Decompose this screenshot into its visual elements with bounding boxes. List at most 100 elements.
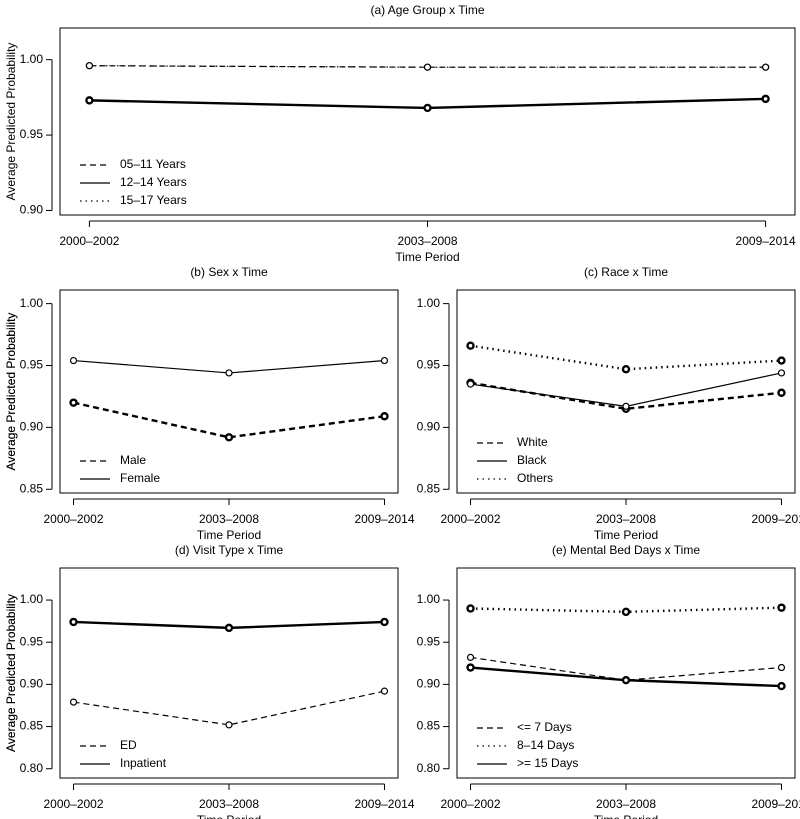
panel: (e) Mental Bed Days x Time Time Period Ave…: [4, 543, 800, 819]
y-tick-label: 0.85: [417, 481, 441, 495]
x-tick-label: 2000–2002: [440, 512, 500, 526]
plot-frame: [59, 289, 399, 494]
point: [85, 96, 94, 105]
y-tick-label: 0.95: [417, 358, 441, 372]
plot-frame: [456, 289, 796, 494]
plot-frame: [59, 27, 796, 216]
point: [466, 604, 475, 613]
x-tick-label: 2009–2014: [736, 234, 796, 248]
x-tick-label: 2000–2002: [43, 512, 103, 526]
panel-title: (a) Age Group x Time: [370, 3, 484, 17]
point: [466, 663, 475, 672]
point: [621, 607, 631, 617]
point: [466, 653, 475, 661]
x-tick-label: 2009–2014: [354, 512, 414, 526]
point: [380, 687, 389, 695]
y-tick-label: 1.00: [417, 592, 441, 606]
y-tick-label: 1.00: [20, 52, 44, 66]
x-tick-label: 2009–2014: [751, 797, 800, 811]
point: [380, 356, 389, 365]
panel-title: (c) Race x Time: [584, 265, 668, 279]
y-tick-label: 0.90: [20, 203, 44, 217]
point: [761, 63, 770, 71]
series-line: [470, 606, 782, 614]
series-line: [470, 656, 782, 681]
x-tick-label: 2009–2014: [751, 512, 800, 526]
point: [777, 369, 786, 377]
plot-frame: [59, 567, 399, 779]
y-tick-label: 0.85: [417, 719, 441, 733]
panel: (c) Race x Time Time Period Average Predic…: [4, 265, 800, 542]
x-tick-label: 2000–2002: [440, 797, 500, 811]
y-tick-label: 0.80: [417, 761, 441, 775]
y-axis-title: Average Predicted Probability: [4, 43, 18, 201]
y-axis-title: Average Predicted Probability: [4, 313, 18, 471]
y-tick-label: 0.90: [417, 420, 441, 434]
point: [225, 369, 233, 377]
point: [622, 402, 630, 410]
legend-label: ED: [120, 738, 137, 752]
point: [423, 63, 432, 71]
x-tick-label: 2003–2008: [199, 797, 259, 811]
series-line: [73, 401, 385, 439]
point: [777, 603, 786, 612]
panel: (a) Age Group x Time Time Period Average P…: [4, 3, 796, 264]
legend-label: Male: [120, 453, 146, 467]
y-tick-label: 0.80: [20, 761, 44, 775]
x-tick-label: 2003–2008: [199, 512, 259, 526]
x-axis-title: Time Period: [197, 813, 261, 819]
legend-label: <= 7 Days: [517, 720, 572, 734]
y-axis-title: Average Predicted Probability: [4, 313, 18, 471]
y-axis-title: Average Predicted Probability: [4, 594, 18, 752]
x-axis-title: Time Period: [594, 528, 658, 542]
point: [777, 681, 786, 691]
y-tick-label: 0.85: [20, 719, 44, 733]
point: [761, 94, 770, 104]
point: [224, 433, 234, 442]
point: [466, 380, 475, 388]
y-tick-label: 0.90: [417, 677, 441, 691]
x-axis-title: Time Period: [197, 528, 261, 542]
panel-title: (e) Mental Bed Days x Time: [552, 543, 700, 557]
legend-label: 8–14 Days: [517, 738, 574, 752]
series-line: [89, 65, 766, 68]
legend-label: 15–17 Years: [120, 193, 187, 207]
panel: (d) Visit Type x Time Time Period Average …: [4, 543, 415, 819]
y-tick-label: 0.95: [417, 634, 441, 648]
point: [777, 388, 786, 397]
y-tick-label: 1.00: [20, 592, 44, 606]
legend-label: White: [517, 435, 548, 449]
y-tick-label: 1.00: [417, 296, 441, 310]
legend-label: Female: [120, 471, 160, 485]
point: [69, 398, 78, 407]
y-tick-label: 0.90: [20, 677, 44, 691]
y-tick-label: 0.95: [20, 634, 44, 648]
x-tick-label: 2000–2002: [59, 234, 119, 248]
y-tick-label: 0.90: [20, 420, 44, 434]
point: [225, 721, 233, 729]
legend-label: Inpatient: [120, 756, 167, 770]
point: [777, 663, 786, 672]
point: [380, 412, 389, 421]
y-tick-label: 0.95: [20, 127, 44, 141]
x-tick-label: 2003–2008: [397, 234, 457, 248]
point: [621, 365, 631, 374]
legend-label: Others: [517, 471, 553, 485]
point: [777, 356, 786, 365]
legend-label: >= 15 Days: [517, 756, 578, 770]
x-tick-label: 2003–2008: [596, 797, 656, 811]
series-line: [73, 690, 385, 726]
y-tick-label: 0.95: [20, 358, 44, 372]
plot-frame: [456, 567, 796, 779]
point: [69, 356, 78, 365]
point: [69, 698, 78, 706]
panel: (b) Sex x Time Time Period Average Predict…: [4, 265, 415, 542]
series-line: [470, 372, 782, 407]
x-tick-label: 2003–2008: [596, 512, 656, 526]
y-tick-label: 1.00: [20, 296, 44, 310]
legend-label: 05–11 Years: [120, 157, 186, 171]
y-tick-label: 0.85: [20, 481, 44, 495]
point: [621, 675, 631, 685]
legend-label: Black: [517, 453, 547, 467]
